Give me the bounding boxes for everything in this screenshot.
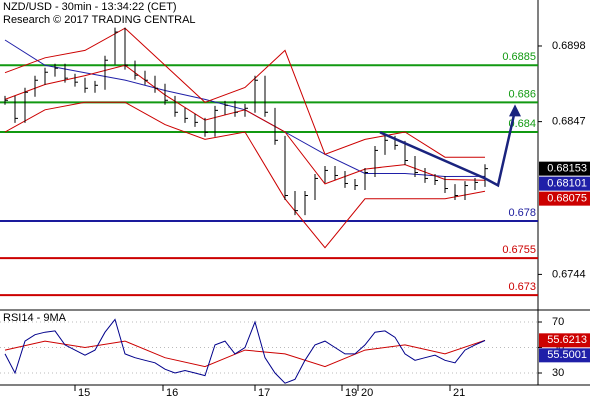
indicator-line xyxy=(4,101,486,249)
level-label: 0.6885 xyxy=(502,51,536,63)
price-box xyxy=(539,348,590,363)
price-box xyxy=(539,333,590,348)
y-tick-label: 0.6847 xyxy=(552,116,586,128)
chart-subtitle: Research © 2017 TRADING CENTRAL xyxy=(3,14,196,26)
rsi-line xyxy=(4,318,486,384)
arrow-head xyxy=(509,104,521,117)
level-label: 0.686 xyxy=(508,88,536,100)
x-tick-label: 16 xyxy=(166,387,178,399)
level-label: 0.673 xyxy=(508,281,536,293)
x-tick-label: 19 xyxy=(345,387,357,399)
price-box-label: 0.68075 xyxy=(547,193,587,205)
indicator-line xyxy=(4,27,485,158)
price-box xyxy=(539,191,590,206)
price-box-label: 55.6213 xyxy=(547,334,587,346)
y-tick-label: 0.6898 xyxy=(552,40,586,52)
y-tick-label: 70 xyxy=(552,316,564,328)
rsi-ma-line xyxy=(4,339,486,368)
y-tick-label: 0.6744 xyxy=(552,268,586,280)
x-tick-label: 20 xyxy=(361,387,373,399)
price-box xyxy=(539,161,590,176)
price-box-label: 55.5001 xyxy=(547,349,587,361)
x-tick-label: 15 xyxy=(78,387,90,399)
price-box-label: 0.68101 xyxy=(547,178,587,190)
price-box-label: 0.68153 xyxy=(547,163,587,175)
level-label: 0.6755 xyxy=(502,244,536,256)
x-tick-label: 17 xyxy=(258,387,270,399)
x-tick-label: 21 xyxy=(453,387,465,399)
chart-title: NZD/USD - 30min - 13:34:22 (CET) xyxy=(3,1,177,13)
price-box xyxy=(539,176,590,191)
y-tick-label: 30 xyxy=(552,367,564,379)
level-label: 0.678 xyxy=(508,207,536,219)
rsi-title: RSI14 - 9MA xyxy=(3,312,67,324)
trend-arrow xyxy=(379,110,517,188)
level-label: 0.684 xyxy=(508,118,536,130)
